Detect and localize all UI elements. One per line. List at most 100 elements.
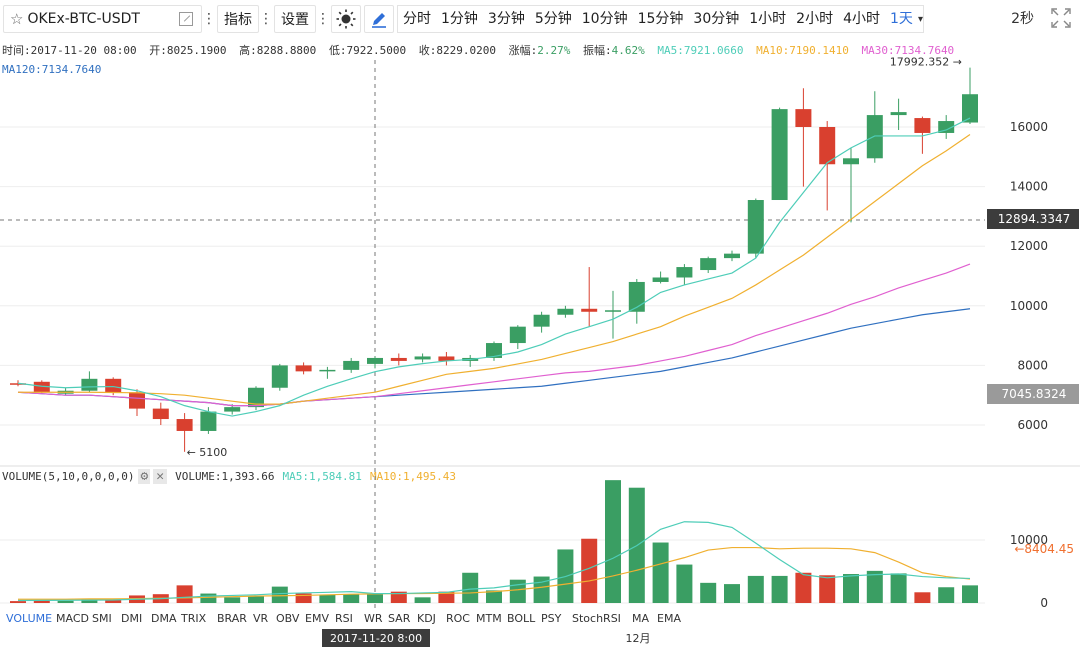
volume-bar[interactable] xyxy=(81,598,98,603)
volume-bar[interactable] xyxy=(414,597,431,603)
indicator-tab[interactable]: OBV xyxy=(276,612,300,625)
period-tab[interactable]: 30分钟 xyxy=(693,11,740,27)
indicator-tab[interactable]: ROC xyxy=(446,612,470,625)
volume-bar[interactable] xyxy=(295,593,312,603)
volume-bar[interactable] xyxy=(866,570,883,603)
volume-bar[interactable] xyxy=(938,587,955,603)
candle-body[interactable] xyxy=(319,369,336,372)
star-icon[interactable]: ☆ xyxy=(10,10,24,28)
candle-body[interactable] xyxy=(747,200,764,254)
volume-bar[interactable] xyxy=(724,584,740,603)
candle-body[interactable] xyxy=(200,411,217,431)
indicator-tab[interactable]: StochRSI xyxy=(572,612,621,625)
volume-bar[interactable] xyxy=(438,591,455,603)
indicator-tab[interactable]: PSY xyxy=(541,612,562,625)
refresh-interval[interactable]: 2秒 xyxy=(1011,11,1034,27)
indicator-button[interactable]: 指标 xyxy=(217,5,259,33)
indicator-tab[interactable]: KDJ xyxy=(417,612,436,625)
candle-body[interactable] xyxy=(724,253,740,259)
candle-body[interactable] xyxy=(795,109,812,127)
volume-bar[interactable] xyxy=(343,594,360,603)
indicator-tab[interactable]: MACD xyxy=(56,612,89,625)
volume-bar[interactable] xyxy=(462,572,479,603)
volume-bar[interactable] xyxy=(248,596,264,603)
volume-bar[interactable] xyxy=(367,594,383,603)
indicator-tab[interactable]: BRAR xyxy=(217,612,247,625)
candle-body[interactable] xyxy=(486,343,502,358)
candle-body[interactable] xyxy=(533,314,550,327)
volume-bar[interactable] xyxy=(33,600,50,603)
candle-body[interactable] xyxy=(248,387,264,408)
more-menu-icon[interactable]: ⋮ xyxy=(202,11,216,27)
period-tab[interactable]: 1天 xyxy=(890,11,913,27)
candle-body[interactable] xyxy=(81,378,98,391)
volume-bar[interactable] xyxy=(176,585,193,603)
indicator-tab[interactable]: VOLUME xyxy=(6,612,53,625)
volume-bar[interactable] xyxy=(962,585,978,603)
volume-bar[interactable] xyxy=(795,572,812,603)
indicator-tab[interactable]: EMV xyxy=(305,612,329,625)
candle-body[interactable] xyxy=(176,419,193,431)
indicator-tab[interactable]: MA xyxy=(632,612,650,625)
settings-menu-icon[interactable]: ⋮ xyxy=(316,11,330,27)
volume-bar[interactable] xyxy=(319,594,336,603)
candle-body[interactable] xyxy=(129,392,145,409)
period-tab[interactable]: 15分钟 xyxy=(637,11,684,27)
volume-bar[interactable] xyxy=(771,575,788,603)
candle-body[interactable] xyxy=(771,109,788,201)
volume-bar[interactable] xyxy=(652,542,669,603)
indicator-tab[interactable]: TRIX xyxy=(181,612,207,625)
candle-body[interactable] xyxy=(700,258,717,271)
candle-body[interactable] xyxy=(390,357,407,361)
candle-body[interactable] xyxy=(33,381,50,393)
period-tab[interactable]: 1小时 xyxy=(749,11,787,27)
volume-bar[interactable] xyxy=(200,593,217,603)
candle-body[interactable] xyxy=(819,127,836,165)
candle-body[interactable] xyxy=(890,112,907,116)
volume-bar[interactable] xyxy=(390,591,407,603)
candle-body[interactable] xyxy=(676,267,693,278)
volume-bar[interactable] xyxy=(271,586,288,603)
candle-body[interactable] xyxy=(271,365,288,388)
volume-bar[interactable] xyxy=(747,575,764,603)
gear-icon[interactable]: ⚙ xyxy=(138,469,151,484)
volume-bar[interactable] xyxy=(819,575,836,603)
period-tab[interactable]: 5分钟 xyxy=(534,11,572,27)
kline-chart[interactable]: 6000 8000 10000 12000 14000 16000 0 10000 17992.… xyxy=(0,38,1080,647)
volume-bar[interactable] xyxy=(914,592,931,603)
candle-body[interactable] xyxy=(843,158,859,165)
candle-body[interactable] xyxy=(605,310,621,312)
period-tab[interactable]: 1分钟 xyxy=(441,11,478,27)
candle-body[interactable] xyxy=(343,360,360,370)
volume-bar[interactable] xyxy=(57,600,74,603)
period-tab[interactable]: 3分钟 xyxy=(487,11,525,27)
theme-toggle-button[interactable] xyxy=(331,5,361,33)
candle-body[interactable] xyxy=(105,378,122,393)
period-tab[interactable]: 2小时 xyxy=(796,11,834,27)
period-tab[interactable]: 10分钟 xyxy=(581,11,628,27)
candle-body[interactable] xyxy=(652,277,669,282)
draw-tool-button[interactable] xyxy=(364,5,394,33)
volume-bar[interactable] xyxy=(10,601,26,603)
volume-bar[interactable] xyxy=(509,579,526,603)
volume-bar[interactable] xyxy=(105,599,122,603)
indicator-tab[interactable]: WR xyxy=(364,612,383,625)
external-link-icon[interactable] xyxy=(179,12,193,26)
volume-bar[interactable] xyxy=(605,480,621,603)
volume-bar[interactable] xyxy=(890,573,907,603)
candle-body[interactable] xyxy=(295,365,312,372)
indicator-tab[interactable]: BOLL xyxy=(507,612,536,625)
candle-body[interactable] xyxy=(581,308,598,312)
volume-bar[interactable] xyxy=(700,582,717,603)
volume-bar[interactable] xyxy=(843,574,859,603)
candle-body[interactable] xyxy=(152,408,169,420)
candle-body[interactable] xyxy=(866,115,883,159)
indicator-tab[interactable]: VR xyxy=(253,612,269,625)
indicator-tab[interactable]: MTM xyxy=(476,612,502,625)
candle-body[interactable] xyxy=(10,383,26,385)
indicator-tab[interactable]: DMI xyxy=(121,612,143,625)
indicator-tab[interactable]: SAR xyxy=(388,612,411,625)
settings-button[interactable]: 设置 xyxy=(274,5,316,33)
fullscreen-icon[interactable] xyxy=(1050,7,1072,29)
candle-body[interactable] xyxy=(367,357,383,364)
